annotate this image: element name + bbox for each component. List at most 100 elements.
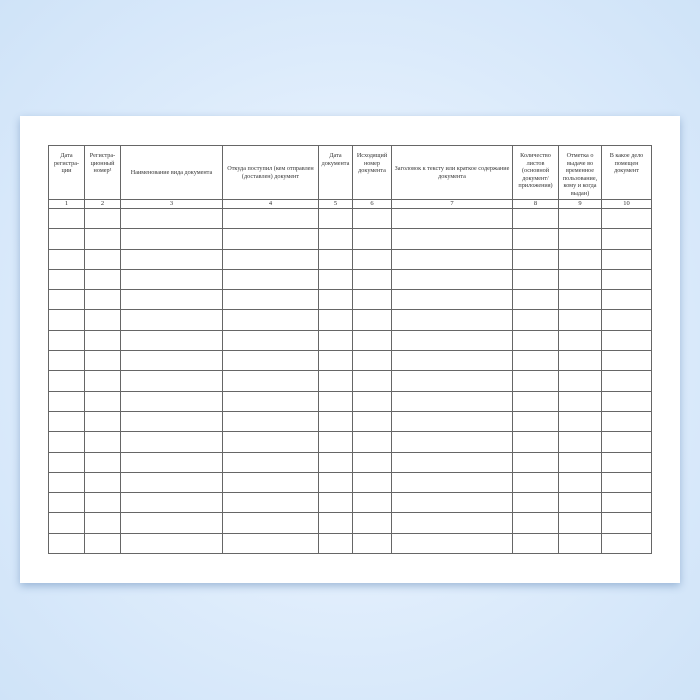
table-cell <box>558 410 602 433</box>
table-row <box>48 248 652 270</box>
table-cell <box>512 248 559 270</box>
table-cell <box>512 471 559 494</box>
table-cell <box>120 329 223 352</box>
column-number: 7 <box>391 199 513 209</box>
column-header: Дата регистра-ции <box>48 145 85 200</box>
column-header: Количество листов (основной документ/ пр… <box>512 145 559 200</box>
registration-table: Дата регистра-ции Регистра-ционный номер¹… <box>48 145 652 555</box>
table-cell <box>84 289 121 311</box>
table-cell <box>352 350 392 372</box>
table-cell <box>84 207 121 230</box>
table-cell <box>318 268 353 291</box>
column-header: Заголовок к тексту или краткое содержани… <box>391 145 513 200</box>
table-cell <box>120 268 223 291</box>
table-cell <box>318 207 353 230</box>
column-number: 9 <box>558 199 602 209</box>
table-cell <box>391 431 513 453</box>
table-cell <box>48 512 85 534</box>
column-header: Наименование вида документа <box>120 145 223 200</box>
table-cell <box>352 431 392 453</box>
column-header: В какое дело помещен документ <box>601 145 652 200</box>
table-cell <box>318 410 353 433</box>
column-number: 4 <box>222 199 319 209</box>
table-cell <box>120 289 223 311</box>
table-cell <box>222 370 319 392</box>
table-cell <box>391 492 513 514</box>
table-cell <box>352 390 392 412</box>
table-cell <box>512 329 559 352</box>
table-cell <box>222 492 319 514</box>
table-cell <box>222 471 319 494</box>
table-cell <box>352 309 392 331</box>
table-cell <box>318 471 353 494</box>
column-header: Откуда поступил (кем отправлен (доставле… <box>222 145 319 200</box>
table-cell <box>318 248 353 270</box>
table-row <box>48 451 652 473</box>
table-cell <box>601 370 652 392</box>
table-cell <box>84 268 121 291</box>
header-row: Дата регистра-ции Регистра-ционный номер¹… <box>48 145 652 200</box>
table-row <box>48 370 652 392</box>
table-cell <box>318 390 353 412</box>
table-cell <box>84 370 121 392</box>
table-cell <box>120 451 223 473</box>
table-cell <box>84 248 121 270</box>
table-cell <box>222 289 319 311</box>
column-number: 6 <box>352 199 392 209</box>
table-cell <box>391 471 513 494</box>
table-cell <box>601 268 652 291</box>
table-cell <box>84 471 121 494</box>
table-cell <box>120 390 223 412</box>
table-cell <box>318 431 353 453</box>
table-cell <box>391 329 513 352</box>
table-cell <box>222 431 319 453</box>
table-cell <box>391 268 513 291</box>
table-cell <box>318 289 353 311</box>
table-cell <box>318 512 353 534</box>
table-row <box>48 350 652 372</box>
table-cell <box>48 207 85 230</box>
table-cell <box>391 390 513 412</box>
table-cell <box>558 329 602 352</box>
table-cell <box>512 228 559 250</box>
column-header: Отметка о выдаче во временное пользовани… <box>558 145 602 200</box>
table-cell <box>352 268 392 291</box>
table-cell <box>558 431 602 453</box>
table-cell <box>222 350 319 372</box>
table-cell <box>48 471 85 494</box>
table-cell <box>352 329 392 352</box>
table-row <box>48 329 652 352</box>
table-cell <box>391 512 513 534</box>
table-cell <box>352 289 392 311</box>
table-cell <box>222 329 319 352</box>
table-cell <box>558 207 602 230</box>
table-cell <box>84 228 121 250</box>
table-cell <box>601 512 652 534</box>
table-cell <box>84 410 121 433</box>
table-cell <box>352 492 392 514</box>
table-cell <box>558 289 602 311</box>
table-cell <box>512 309 559 331</box>
table-cell <box>512 410 559 433</box>
table-cell <box>601 471 652 494</box>
table-cell <box>601 532 652 555</box>
table-cell <box>512 492 559 514</box>
table-cell <box>318 451 353 473</box>
table-cell <box>512 289 559 311</box>
table-cell <box>222 532 319 555</box>
table-cell <box>222 248 319 270</box>
table-row <box>48 309 652 331</box>
table-cell <box>352 207 392 230</box>
column-header: Регистра-ционный номер¹ <box>84 145 121 200</box>
table-cell <box>48 329 85 352</box>
table-cell <box>391 532 513 555</box>
table-cell <box>222 207 319 230</box>
table-cell <box>120 512 223 534</box>
table-cell <box>558 268 602 291</box>
table-cell <box>120 471 223 494</box>
table-cell <box>84 532 121 555</box>
table-cell <box>318 492 353 514</box>
table-cell <box>48 532 85 555</box>
table-row <box>48 228 652 250</box>
column-header: Дата документа <box>318 145 353 200</box>
